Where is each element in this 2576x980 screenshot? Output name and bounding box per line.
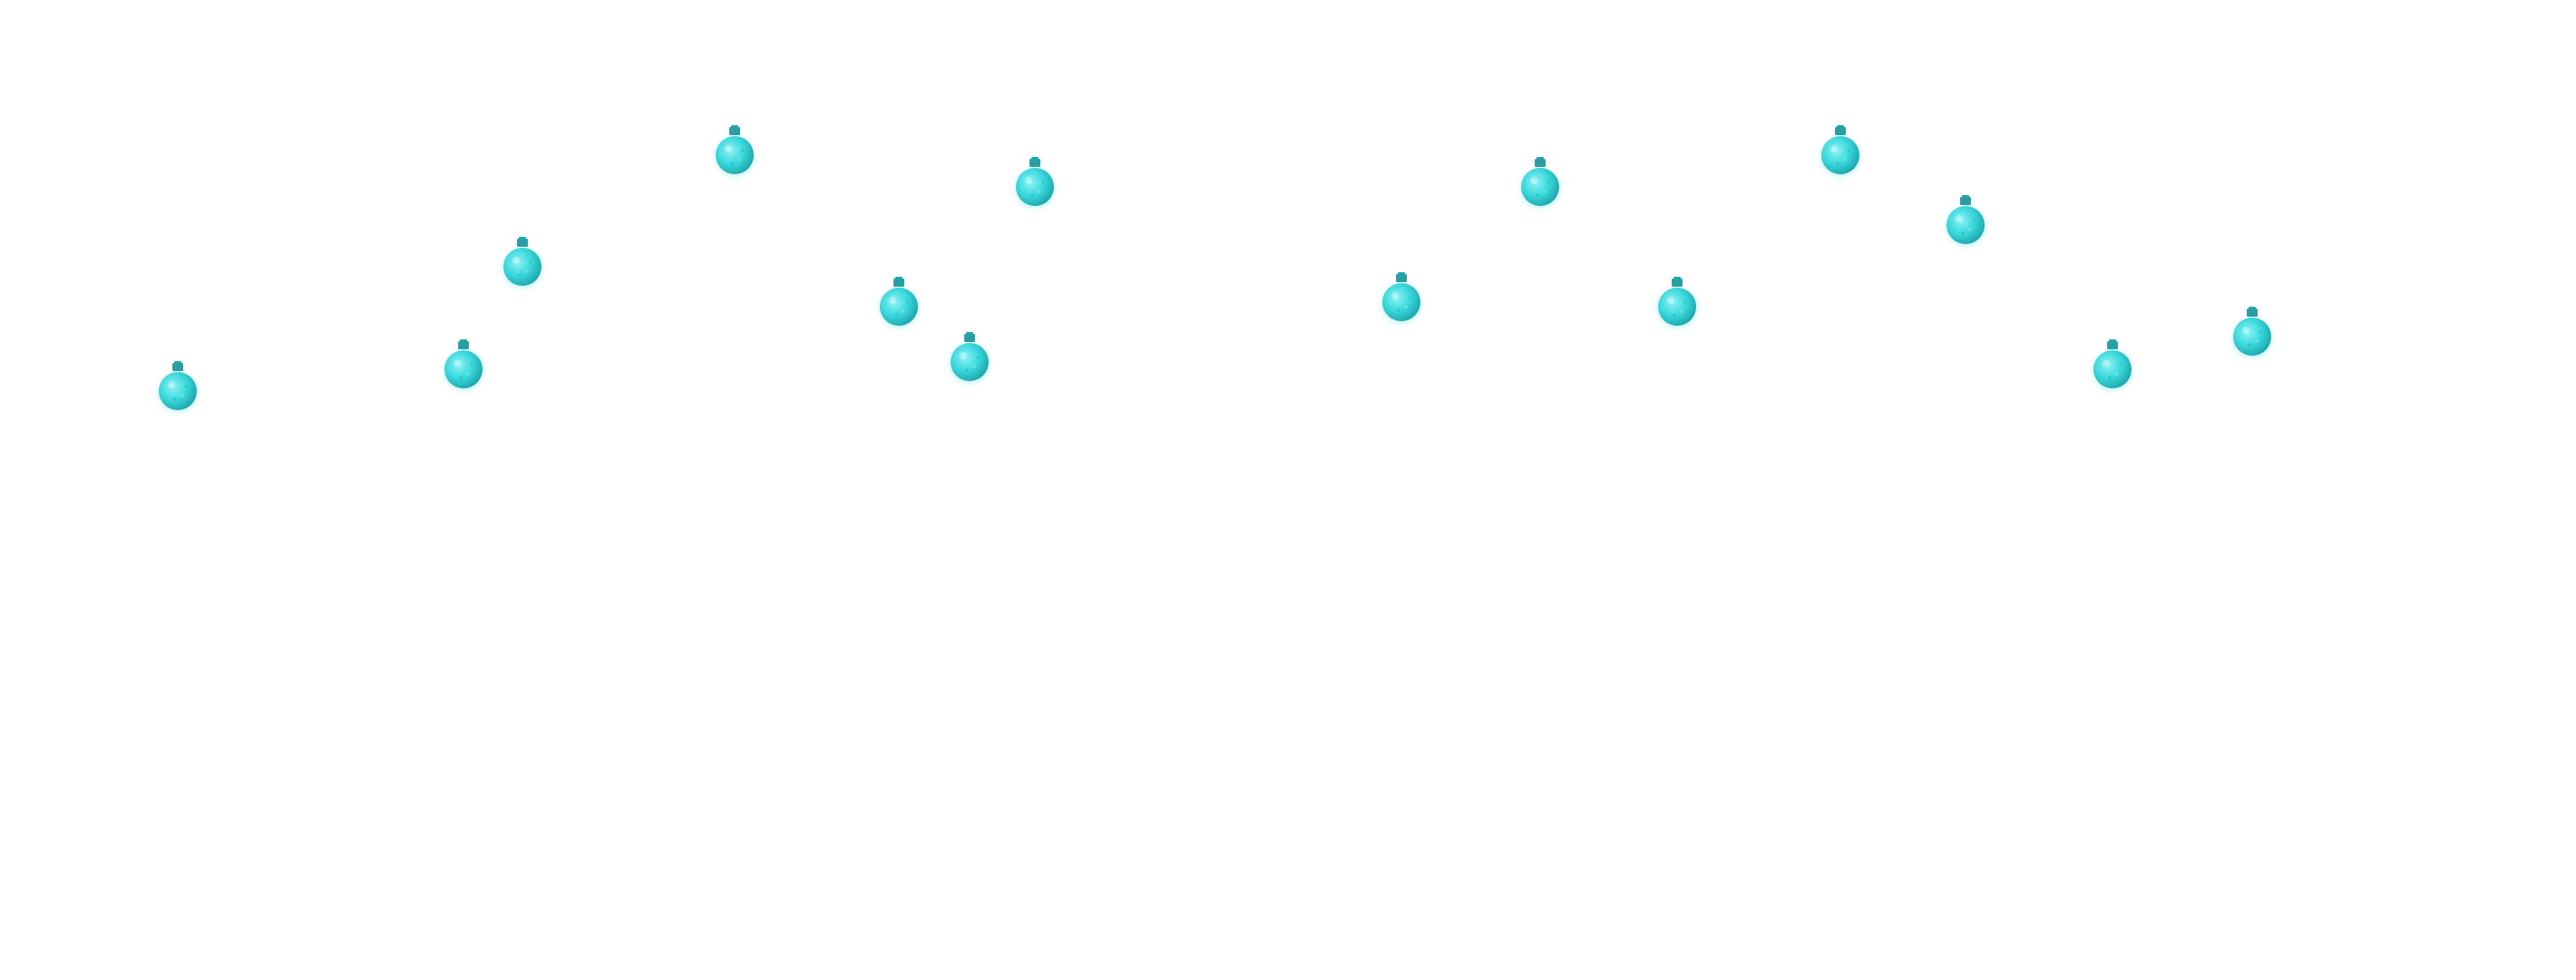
ornament-ball-icon	[1015, 157, 1055, 209]
ornament-10	[1656, 277, 1698, 329]
ornament-ball-icon	[950, 332, 990, 384]
ornament-1	[157, 361, 199, 414]
ornament-4	[714, 125, 756, 178]
ornament-12	[1945, 195, 1986, 248]
ornament-ball-icon	[715, 125, 755, 177]
ornament-ball-icon	[503, 237, 542, 289]
ornament-ball-icon	[1381, 272, 1421, 324]
ornament-ball-icon	[2232, 307, 2272, 358]
ornament-8	[1381, 272, 1422, 325]
ornament-14	[2231, 307, 2273, 359]
ornament-13	[2092, 339, 2133, 392]
ornament-ball-icon	[158, 361, 198, 413]
ornament-ball-icon	[2093, 339, 2132, 391]
ornament-2	[443, 339, 484, 392]
ornament-5	[878, 277, 920, 329]
ornament-7	[1014, 157, 1056, 210]
ornament-9	[1519, 157, 1561, 210]
ornament-11	[1820, 125, 1861, 178]
ornament-ball-icon	[1946, 195, 1986, 247]
ornament-ball-icon	[1520, 157, 1560, 209]
ornament-3	[502, 237, 543, 289]
ornament-ball-icon	[1820, 125, 1860, 177]
ornament-6	[949, 332, 990, 385]
ornament-ball-icon	[444, 339, 483, 391]
ornament-ball-icon	[879, 277, 919, 328]
ornament-ball-icon	[1657, 277, 1697, 328]
